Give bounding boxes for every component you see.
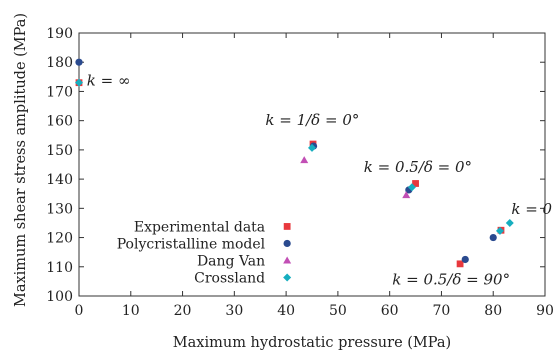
y-tick-label: 100 xyxy=(46,289,73,305)
legend-item-crossland-label: Crossland xyxy=(194,270,265,286)
crossland-point xyxy=(75,78,83,87)
annotation-label: k = 0 xyxy=(511,200,552,218)
y-tick-label: 130 xyxy=(46,201,73,217)
experimental-point xyxy=(456,260,464,268)
crossland-point xyxy=(407,183,416,192)
x-tick-label: 50 xyxy=(329,303,347,319)
polycristalline-point xyxy=(461,255,469,264)
polycristalline-point xyxy=(489,233,497,242)
y-tick-label: 190 xyxy=(46,26,73,42)
legend-item-dang-van-marker xyxy=(283,256,292,264)
y-tick-label: 160 xyxy=(46,114,73,130)
plot-border xyxy=(78,32,546,297)
x-tick-label: 70 xyxy=(433,303,451,319)
y-tick-label: 180 xyxy=(46,55,73,71)
y-tick-label: 120 xyxy=(46,231,73,247)
x-tick-label: 20 xyxy=(174,303,192,319)
polycristalline-point xyxy=(75,58,83,66)
crossland-point xyxy=(308,143,316,152)
experimental-point xyxy=(412,180,419,187)
x-tick-label: 60 xyxy=(381,303,399,319)
crossland-point xyxy=(505,218,514,227)
y-tick-label: 150 xyxy=(46,143,73,159)
x-axis-ticks: 0 10 20 30 40 50 60 70 80 90 xyxy=(75,33,554,319)
x-tick-label: 40 xyxy=(277,303,295,319)
dang-van-point xyxy=(402,191,411,199)
annotation-label: k = 0.5/δ = 0° xyxy=(364,158,472,176)
y-tick-label: 110 xyxy=(46,260,73,276)
x-tick-label: 90 xyxy=(536,303,554,319)
data-markers xyxy=(75,58,514,268)
x-tick-label: 80 xyxy=(484,303,502,319)
legend-item-experimental-data-label: Experimental data xyxy=(134,219,265,235)
legend-item-dang-van-label: Dang Van xyxy=(197,253,265,269)
x-tick-label: 10 xyxy=(122,303,140,319)
y-tick-label: 140 xyxy=(46,172,73,188)
y-axis-ticks: 100 110 120 130 140 150 160 170 180 190 xyxy=(46,26,545,305)
legend-item-polycristalline-model-label: Polycristalline model xyxy=(117,236,266,252)
x-tick-label: 0 xyxy=(75,303,84,319)
annotation-label: k = 1/δ = 0° xyxy=(265,111,359,129)
legend-item-polycristalline-model-marker xyxy=(283,239,291,248)
legend-item-experimental-data-marker xyxy=(283,223,291,230)
annotation-label: k = 0.5/δ = 90° xyxy=(392,270,510,288)
plot-frame xyxy=(78,32,546,297)
annotation-label: k = ∞ xyxy=(87,72,131,90)
legend-item-crossland-marker xyxy=(283,273,292,282)
annotations: k = ∞ k = 1/δ = 0° k = 0.5/δ = 0° k = 0 k = … xyxy=(87,72,553,289)
x-axis-label: Maximum hydrostatic pressure (MPa) xyxy=(173,335,451,351)
crossland-point xyxy=(495,226,504,235)
y-tick-label: 170 xyxy=(46,84,73,100)
y-axis-label: Maximum shear stress amplitude (MPa) xyxy=(13,13,29,307)
x-tick-label: 30 xyxy=(225,303,243,319)
dang-van-point xyxy=(300,156,309,164)
